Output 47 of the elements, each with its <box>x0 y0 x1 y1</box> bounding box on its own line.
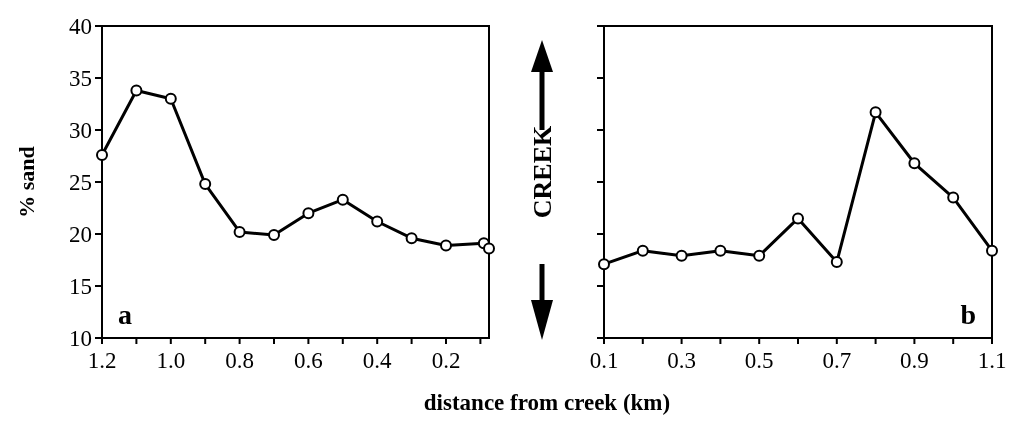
point <box>908 157 921 170</box>
y-tick-label: 15 <box>69 274 92 299</box>
x-tick-label: 0.6 <box>294 348 323 373</box>
text: CREEK <box>528 125 557 219</box>
x-tick-label: 0.7 <box>822 348 852 373</box>
point <box>753 249 766 262</box>
x-tick-label: 0.8 <box>225 348 254 373</box>
x-tick-label: 0.1 <box>589 348 619 373</box>
y-axis-title: % sand <box>14 146 39 218</box>
x-tick-label: 0.5 <box>744 348 774 373</box>
x-tick-label: 1.2 <box>87 348 117 373</box>
x-tick-label: 0.2 <box>431 348 461 373</box>
point <box>268 229 280 242</box>
point <box>598 258 610 271</box>
point <box>199 178 212 191</box>
point <box>483 242 495 255</box>
point <box>714 244 727 257</box>
point <box>164 92 177 105</box>
point <box>130 84 143 97</box>
point <box>830 256 843 269</box>
y-tick-label: 10 <box>69 326 92 351</box>
point <box>947 191 960 204</box>
y-tick-label: 40 <box>69 14 92 39</box>
x-tick-label: 0.3 <box>667 348 696 373</box>
point <box>405 232 418 245</box>
point <box>986 244 998 257</box>
point <box>336 193 349 206</box>
text: 1.0 <box>156 348 186 373</box>
point <box>233 225 246 238</box>
point <box>302 207 315 220</box>
point <box>675 249 688 262</box>
y-tick-label: 20 <box>69 222 92 247</box>
point <box>96 148 108 161</box>
y-tick-label: 30 <box>69 118 92 143</box>
point <box>371 215 384 228</box>
x-axis-title: distance from creek (km) <box>423 390 671 415</box>
x-tick-label: 0.4 <box>362 348 393 373</box>
x-tick-label: 1.1 <box>977 348 1007 373</box>
point <box>869 106 882 119</box>
annotation: a <box>118 299 132 330</box>
annotation: b <box>960 299 976 330</box>
point <box>440 239 452 252</box>
y-tick-label: 35 <box>69 66 92 91</box>
y-tick-label: 25 <box>69 170 92 195</box>
point <box>792 212 804 225</box>
point <box>636 244 649 257</box>
x-tick-label: 0.9 <box>900 348 929 373</box>
